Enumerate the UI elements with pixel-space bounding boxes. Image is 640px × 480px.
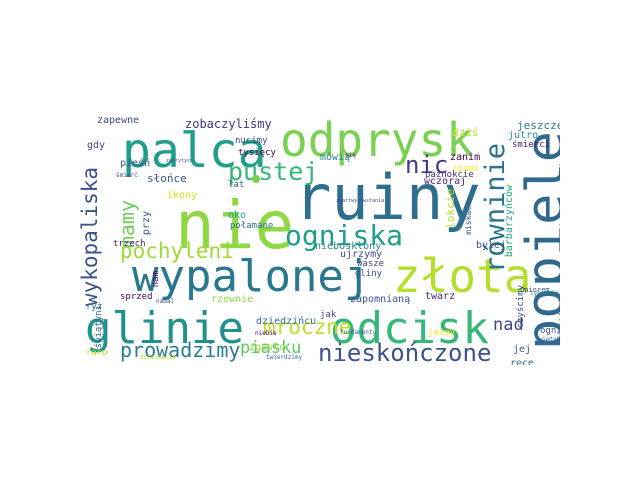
word-nieboskony: nieboskłony [315,241,382,252]
word-smierci: śmierci [512,140,550,150]
word-palca: palca [122,123,267,179]
word-ryz: ryż [86,302,103,312]
word-ikony: ikony [167,190,198,201]
word-swietym: świętym [535,336,560,343]
word-nucimy: nucimy [235,136,268,146]
word-nadal: nadal [156,298,175,305]
word-bylej: bylej [476,240,507,251]
word-gdy: gdy [87,140,106,151]
word-rano: rano [86,348,108,358]
word-jeszcze: jeszcze [517,119,560,132]
word-dzis: dziś [452,126,479,139]
word-zapomniana: zapomnianą [350,294,411,305]
word-jak: jak [320,310,337,320]
word-oko: oko [228,210,247,221]
word-miskach: miskach [464,201,473,235]
word-nam: nam [151,271,161,288]
word-ziarnkiem: ziarnkiem [556,135,560,244]
word-sie: się [345,152,356,159]
word-tygodnie: tygodnie [530,290,559,297]
word-barbarzyncow: barbarzyńców [504,185,515,258]
word-wypalonej: wypalonej [132,251,371,302]
word-dziedzincu: dziedzińcu [256,316,317,327]
word-odcisk: odcisk [330,303,489,354]
word-rzewnie: rzewnie [211,294,254,305]
word-glinie: glinie [85,303,244,354]
word-lat: lat [228,180,245,190]
word-przy: przy [141,211,152,236]
word-lokcie: lokcie [444,189,457,229]
word-ogniskach: ogniskach [540,326,560,336]
word-smierc: śmierć [116,172,138,179]
word-nieskonczone: nieskończone [318,339,492,365]
word-slonce: słońce [147,172,187,185]
word-ziemi: ziemi [452,164,480,174]
word-zakrytych: zakrytych [166,158,194,164]
word-upiorem: upiorem [520,286,550,294]
word-nic: nic [405,151,449,179]
word-wykopaliska: wykopaliska [80,167,102,307]
word-jalmy: jałmy [428,328,456,338]
word-trzech: trzech [113,239,146,249]
word-ujrzymy: ujrzymy [340,249,383,260]
word-sprzed: sprzed [120,292,153,302]
word-paznokcie: paznokcie [425,170,474,180]
word-rece: ręce [510,358,535,366]
word-prowadzimy: prowadzimy [120,338,241,362]
word-zanim: zanim [450,152,481,163]
word-pochyleni: pochyleni [120,239,234,263]
word-zapewne: zapewne [97,115,140,126]
word-nad: nad [493,315,524,335]
word-dziesiecie: dziesięcie [140,354,177,361]
word-nie: nie [175,187,295,264]
word-ruiny: ruiny [294,161,481,234]
word-pustej: pustej [228,157,319,186]
word-fundamenty: fundamenty [340,329,377,336]
word-odprysk: odprysk [280,115,474,167]
word-mowia: mówią [320,152,351,163]
word-niebie: niebie [255,330,277,337]
word-wasze: wasze [357,259,385,269]
word-zgaslo: zgasło [249,342,286,353]
decorative-dot [252,175,260,183]
word-tysiecy: tysięcy [238,148,276,158]
word-popiele: popiele [516,131,560,351]
word-piasku: piasku [240,338,302,358]
word-gliny: gliny [355,269,383,279]
word-ogniska: ogniska [285,219,404,252]
word-piesn: pieśń [120,158,151,169]
word-zmartwychwstania: zmartwychwstania [336,198,385,204]
word-zlota: złota [393,249,532,303]
word-twierdzimy: twierdzimy [266,354,303,361]
word-jutro: jutro [508,130,539,141]
word-sniadanie: śniadanie [557,293,560,337]
word-polamane: połamane [230,221,274,231]
word-twarz: twarz [425,291,456,302]
word-cloud: ruiny nie odprysk palca popiele wypalone… [80,115,560,366]
word-wczoraj: wczoraj [424,176,467,187]
word-zobaczylismy: zobaczyliśmy [185,117,272,131]
word-mroczne: mroczne [263,315,352,339]
word-jej: jej [513,344,532,355]
